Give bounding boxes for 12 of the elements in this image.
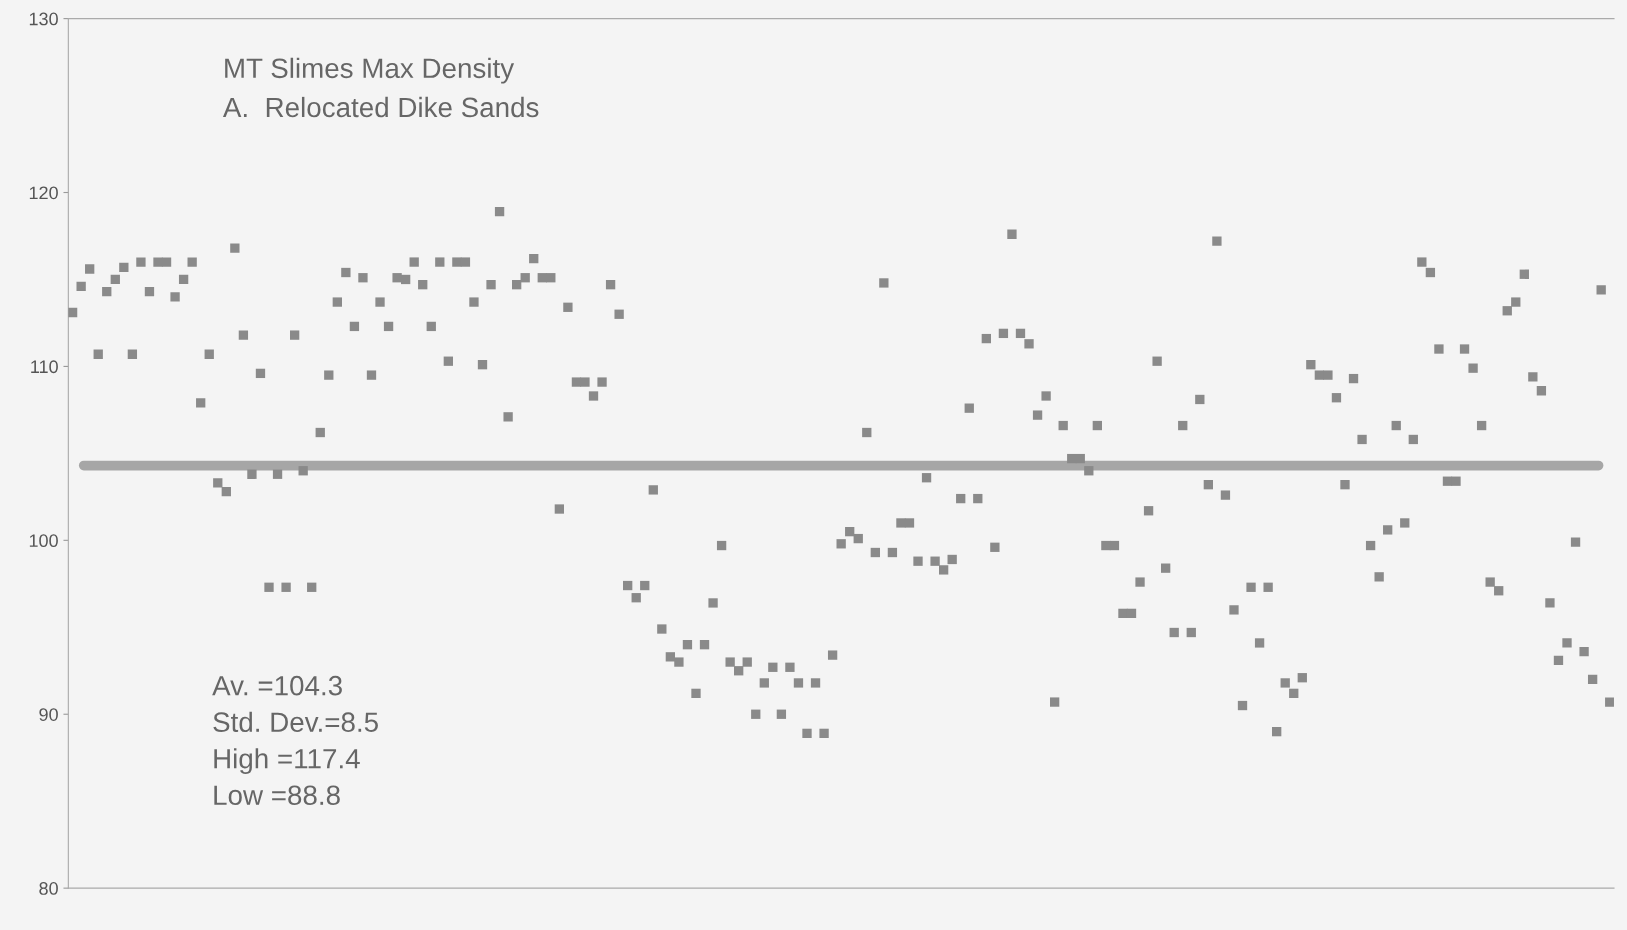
annotation: High =117.4 [214,748,360,775]
annotation: Low =88.8 [214,785,340,806]
text: A. Relocated Dike Sands [222,96,539,118]
y-tick-label: 120 [29,186,58,200]
y-tick-label: 80 [39,882,58,895]
y-tick-label: 90 [39,708,58,721]
y-tick-label: 130 [29,12,58,26]
text: MT Slimes Max Density [225,57,515,84]
y-tick-label: 100 [29,534,58,548]
annotation: Std. Dev.=8.5 [213,711,378,733]
annotation: Av. =104.3 [212,675,342,696]
y-tick-label: 110 [31,360,58,374]
